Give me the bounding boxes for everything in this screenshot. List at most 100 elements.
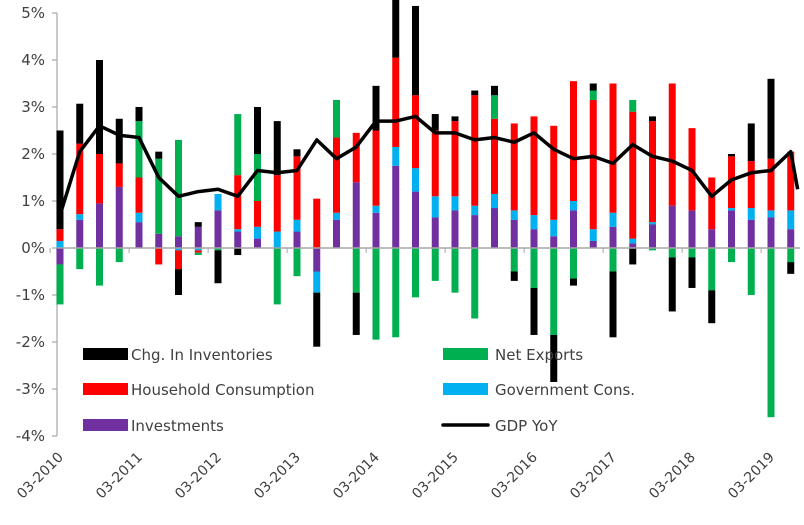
- bar-segment-net-exports: [629, 99, 637, 112]
- bar-segment-investments: [550, 236, 558, 248]
- bar-segment-chg-in-inventories: [629, 248, 637, 265]
- bar-segment-chg-in-inventories: [767, 78, 775, 159]
- x-tick-label: 03-2012: [172, 450, 225, 503]
- bar-segment-net-exports: [609, 248, 617, 272]
- legend-label: Government Cons.: [495, 381, 635, 399]
- bar-segment-net-exports: [787, 248, 795, 263]
- legend: Chg. In Inventories Net Exports Household …: [83, 346, 635, 435]
- bar-segment-government-cons: [333, 212, 340, 220]
- legend-item: GDP YoY: [441, 417, 558, 435]
- bar-segment-chg-in-inventories: [155, 151, 163, 159]
- bar-segment-net-exports: [570, 248, 577, 279]
- bar-segment-household-consumption: [293, 156, 301, 220]
- bar-segment-government-cons: [530, 215, 538, 230]
- bar-segment-household-consumption: [728, 156, 735, 209]
- bar-segment-net-exports: [708, 248, 716, 291]
- bar-segment-household-consumption: [372, 130, 380, 206]
- y-tick-label: 3%: [21, 98, 45, 116]
- bar-segment-investments: [609, 226, 617, 248]
- bar-segment-chg-in-inventories: [688, 257, 696, 288]
- bar-segment-government-cons: [214, 193, 222, 211]
- bar-segment-chg-in-inventories: [747, 123, 755, 162]
- bar-segment-government-cons: [135, 212, 143, 223]
- bar-segment-government-cons: [412, 168, 419, 192]
- x-tick-label: 03-2016: [488, 449, 541, 502]
- bar-segment-chg-in-inventories: [471, 90, 479, 96]
- bar-segment-investments: [56, 248, 64, 265]
- bar-segment-net-exports: [589, 90, 597, 100]
- y-tick-label: -2%: [16, 333, 45, 351]
- bar-segment-net-exports: [56, 264, 64, 305]
- bar-segment-chg-in-inventories: [392, 0, 400, 58]
- bar-segment-household-consumption: [56, 229, 64, 241]
- bar-segment-chg-in-inventories: [708, 290, 716, 324]
- bar-segment-investments: [708, 229, 716, 248]
- bar-segment-household-consumption: [234, 175, 242, 230]
- bar-segment-chg-in-inventories: [530, 287, 538, 335]
- bar-segment-household-consumption: [550, 125, 558, 220]
- legend-swatch: [443, 383, 488, 395]
- bar-segment-chg-in-inventories: [135, 107, 143, 122]
- bar-segment-chg-in-inventories: [313, 292, 321, 347]
- bar-segment-household-consumption: [629, 111, 637, 239]
- bar-segment-net-exports: [372, 248, 380, 340]
- bar-segment-chg-in-inventories: [668, 257, 676, 312]
- legend-swatch: [83, 348, 128, 360]
- bar-segment-chg-in-inventories: [649, 116, 656, 122]
- bar-segment-investments: [175, 236, 182, 248]
- bar-segment-chg-in-inventories: [115, 118, 123, 164]
- bar-segment-chg-in-inventories: [56, 130, 64, 230]
- bar-segment-chg-in-inventories: [234, 248, 242, 256]
- bar-segment-household-consumption: [254, 201, 261, 227]
- bar-segment-household-consumption: [273, 175, 281, 232]
- bar-segment-government-cons: [491, 193, 498, 209]
- y-tick-label: -4%: [16, 427, 45, 445]
- bar-segment-household-consumption: [175, 250, 182, 270]
- bar-segment-investments: [747, 219, 755, 248]
- bar-segment-net-exports: [115, 248, 123, 263]
- bar-segment-chg-in-inventories: [510, 271, 518, 281]
- bar-segment-government-cons: [767, 210, 775, 218]
- legend-swatch: [83, 383, 128, 395]
- bar-segment-net-exports: [688, 248, 696, 258]
- bar-segment-household-consumption: [787, 151, 795, 211]
- bar-segment-investments: [570, 210, 577, 248]
- zero-line-layer: [49, 247, 800, 253]
- bar-segment-net-exports: [668, 248, 676, 258]
- bar-segment-investments: [767, 217, 775, 248]
- bar-segment-household-consumption: [649, 121, 656, 223]
- bar-segment-investments: [668, 205, 676, 248]
- bar-segment-government-cons: [471, 205, 479, 216]
- bar-segment-investments: [76, 219, 84, 248]
- legend-label: Net Exports: [495, 346, 583, 364]
- bar-segment-chg-in-inventories: [352, 292, 360, 335]
- bar-segment-government-cons: [728, 208, 735, 211]
- x-tick-label: 03-2014: [330, 449, 383, 502]
- bar-segment-household-consumption: [589, 99, 597, 230]
- bar-segment-chg-in-inventories: [431, 114, 439, 131]
- bar-segment-investments: [214, 210, 222, 248]
- bar-segment-investments: [313, 248, 321, 272]
- x-tick-label: 03-2017: [567, 450, 620, 503]
- bar-segment-chg-in-inventories: [194, 222, 202, 227]
- bar-segment-government-cons: [293, 219, 301, 232]
- bar-segment-net-exports: [747, 248, 755, 295]
- bar-segment-household-consumption: [155, 248, 163, 265]
- legend-swatch: [443, 348, 488, 360]
- bar-segment-investments: [135, 222, 143, 248]
- y-tick-label: -3%: [16, 380, 45, 398]
- bar-segment-household-consumption: [530, 116, 538, 216]
- bar-segment-chg-in-inventories: [787, 262, 795, 274]
- bar-segment-household-consumption: [333, 137, 340, 213]
- bar-segment-net-exports: [530, 248, 538, 288]
- legend-label: Investments: [131, 417, 224, 435]
- bar-segment-net-exports: [76, 248, 84, 270]
- y-tick-label: 2%: [21, 145, 45, 163]
- legend-swatch: [83, 419, 128, 431]
- legend-label: GDP YoY: [495, 417, 558, 435]
- bar-segment-investments: [372, 212, 380, 248]
- bar-segment-household-consumption: [510, 123, 518, 211]
- bar-segment-household-consumption: [352, 132, 360, 183]
- bar-segment-net-exports: [234, 114, 242, 176]
- bar-segment-investments: [589, 240, 597, 248]
